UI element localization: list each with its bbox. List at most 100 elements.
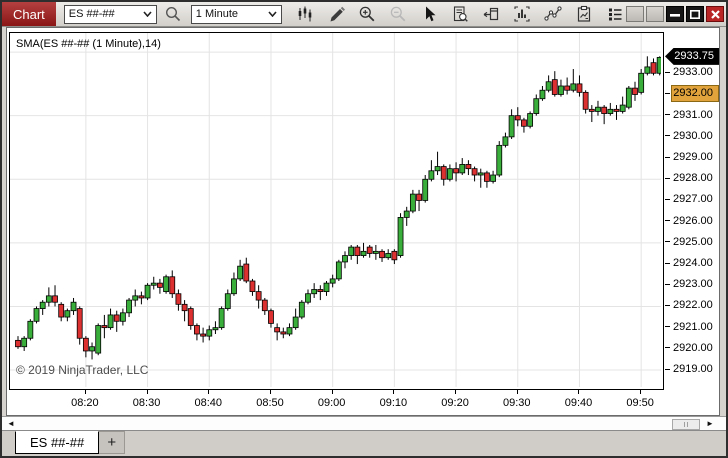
- candle: [64, 310, 71, 318]
- strategies-icon[interactable]: [573, 4, 595, 24]
- scroll-left-button[interactable]: ◄: [5, 418, 17, 429]
- time-tick: [393, 390, 395, 394]
- candle: [212, 327, 219, 331]
- maximize-button[interactable]: [686, 6, 704, 22]
- candle: [440, 166, 447, 180]
- plus-icon: +: [107, 434, 117, 451]
- interval-select[interactable]: 1 Minute: [190, 4, 282, 24]
- candle: [576, 83, 583, 93]
- candle: [163, 276, 169, 293]
- candle: [206, 329, 213, 337]
- candle: [200, 333, 207, 337]
- candle: [496, 144, 503, 176]
- window-button-blank-2: [646, 6, 664, 22]
- search-icon[interactable]: [162, 4, 184, 24]
- time-axis[interactable]: 08:20 08:30 08:40 08:50 09:00 09:10 09:20 09:30…: [9, 390, 664, 414]
- candle: [391, 250, 398, 261]
- candle: [564, 85, 571, 91]
- candle: [625, 87, 632, 108]
- highlight-price-badge: 2932.00: [671, 84, 719, 102]
- candle: [490, 174, 496, 182]
- chart-panel: SMA(ES ##-## (1 Minute),14) © 2019 Ninja…: [6, 27, 720, 416]
- candle: [255, 291, 262, 301]
- candle: [95, 325, 102, 354]
- price-tick-label: 2931.00: [673, 108, 713, 121]
- candle: [45, 295, 52, 303]
- candle: [243, 263, 250, 282]
- zoom-in-icon[interactable]: [356, 4, 378, 24]
- price-tick: 2927.00: [665, 192, 713, 206]
- candle: [477, 172, 484, 176]
- cursor-icon[interactable]: [418, 4, 440, 24]
- candle: [311, 289, 318, 295]
- candle: [471, 168, 478, 176]
- properties-icon[interactable]: [604, 4, 626, 24]
- candle: [237, 265, 244, 280]
- candle: [89, 346, 95, 352]
- data-box-icon[interactable]: [449, 4, 471, 24]
- time-tick: [146, 390, 148, 394]
- price-tick-label: 2923.00: [673, 278, 713, 291]
- candle: [126, 299, 132, 314]
- window-button-blank-1: [626, 6, 644, 22]
- time-tick: [455, 390, 457, 394]
- candle: [70, 301, 77, 312]
- drawing-tools-icon[interactable]: [542, 4, 564, 24]
- candle: [397, 217, 404, 256]
- price-tick-label: 2919.00: [673, 363, 713, 376]
- candle: [656, 56, 661, 74]
- price-axis[interactable]: 2933.00 2932.00 2931.00 2930.00 2929.00 2928.…: [665, 32, 719, 390]
- candle: [416, 193, 422, 201]
- candle: [502, 136, 509, 146]
- candle: [539, 89, 546, 100]
- minimize-button[interactable]: [666, 6, 684, 22]
- instrument-select[interactable]: ES ##-##: [63, 4, 157, 24]
- price-tick-label: 2930.00: [673, 129, 713, 142]
- time-tick-label: 09:50: [626, 397, 654, 409]
- price-tick: 2933.00: [665, 65, 713, 79]
- send-to-icon[interactable]: [480, 4, 502, 24]
- candle: [342, 255, 348, 263]
- candle: [465, 164, 472, 170]
- pencil-icon[interactable]: [325, 4, 347, 24]
- candle: [551, 79, 558, 95]
- add-tab-button[interactable]: +: [99, 431, 126, 454]
- candle: [187, 308, 194, 326]
- price-tick: 2924.00: [665, 256, 713, 270]
- candle: [607, 108, 614, 114]
- candle: [169, 276, 176, 295]
- horizontal-scrollbar[interactable]: ◄ ►: [2, 416, 726, 431]
- time-tick: [84, 390, 86, 394]
- candle: [175, 293, 182, 305]
- candle: [15, 339, 21, 348]
- time-tick-label: 09:10: [379, 397, 408, 409]
- candle: [459, 164, 466, 174]
- close-button[interactable]: [706, 6, 724, 22]
- scroll-right-button[interactable]: ►: [704, 418, 716, 429]
- maximize-icon: [690, 9, 700, 19]
- candle: [249, 280, 256, 293]
- zoom-out-icon: [387, 4, 409, 24]
- time-tick-label: 08:40: [194, 397, 223, 409]
- candle: [218, 308, 225, 329]
- candle: [101, 325, 108, 329]
- price-tick-label: 2927.00: [673, 193, 713, 206]
- candle: [348, 246, 355, 256]
- candles: [15, 56, 661, 360]
- price-tick: 2931.00: [665, 108, 713, 122]
- chart-style-icon[interactable]: [294, 4, 316, 24]
- candle: [119, 312, 126, 322]
- candle: [52, 295, 58, 303]
- candle: [379, 250, 385, 259]
- price-tick: 2926.00: [665, 214, 713, 228]
- candle: [403, 210, 410, 218]
- indicators-icon[interactable]: [511, 4, 533, 24]
- candlestick-plot[interactable]: SMA(ES ##-## (1 Minute),14) © 2019 Ninja…: [9, 32, 664, 390]
- candle: [224, 293, 231, 309]
- candle: [601, 106, 608, 114]
- candle: [39, 301, 46, 309]
- scrollbar-thumb[interactable]: [672, 419, 700, 430]
- tab-instrument[interactable]: ES ##-##: [15, 431, 100, 454]
- candle: [335, 261, 342, 280]
- time-tick-label: 08:50: [256, 397, 284, 409]
